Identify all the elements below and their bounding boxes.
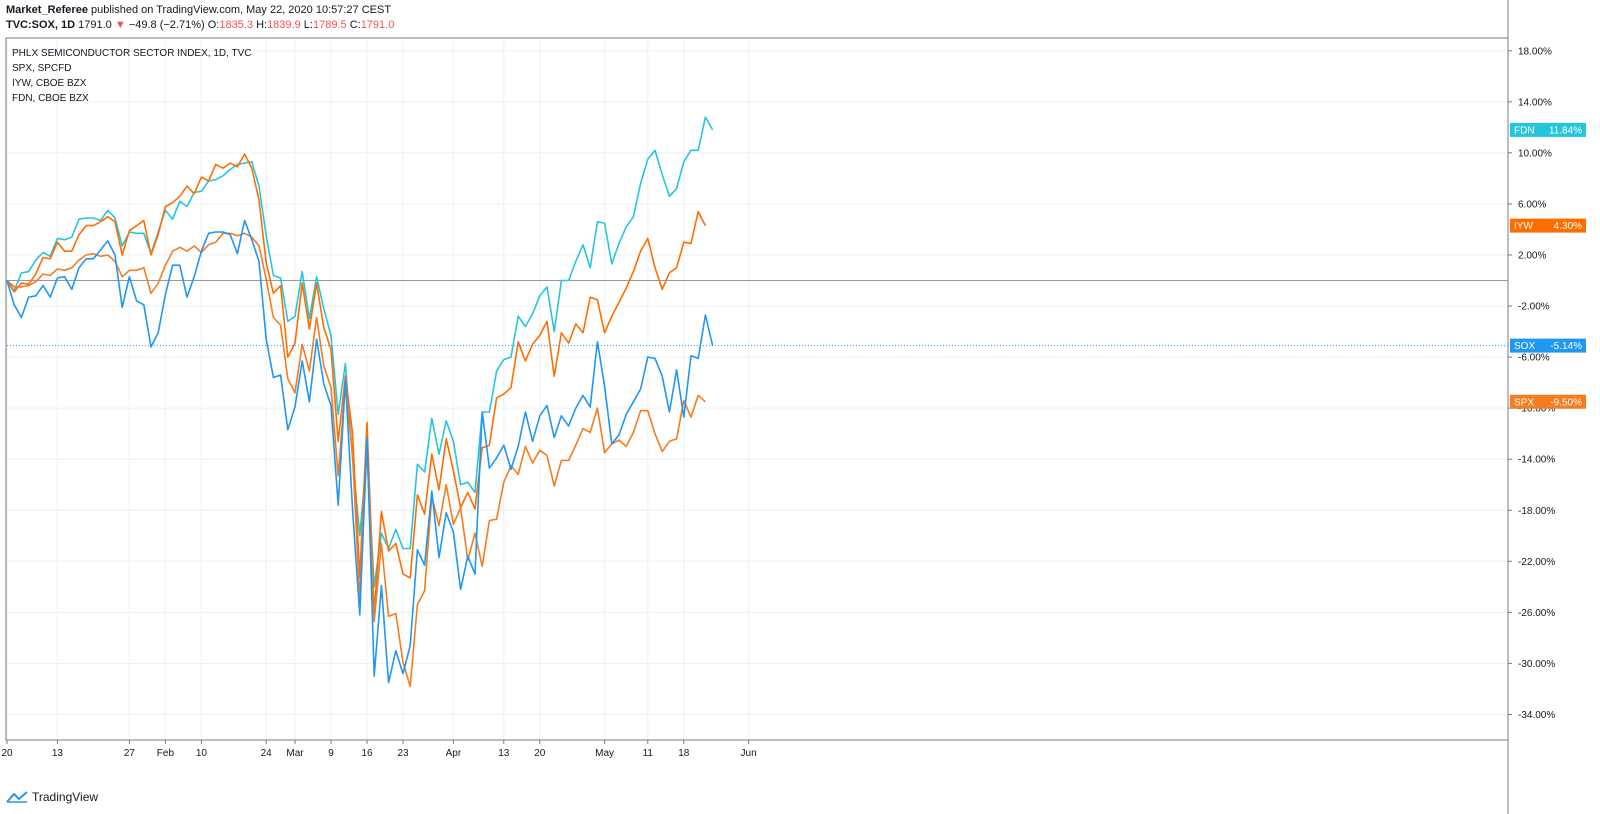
tag-spx: SPX -9.50% <box>1510 394 1586 409</box>
tag-fdn: FDN 11.84% <box>1510 122 1586 137</box>
y-tick-label: -14.00% <box>1518 455 1555 466</box>
low-label: L: <box>303 19 313 31</box>
symbol-label: TVC:SOX, 1D <box>6 19 76 31</box>
series-line-iyw <box>6 153 707 615</box>
tag-symbol: SOX <box>1514 341 1535 352</box>
x-tick-label: Apr <box>446 748 462 759</box>
y-tick-label: -30.00% <box>1518 659 1555 670</box>
close-value: 1791.0 <box>360 19 395 31</box>
x-tick-label: 11 <box>643 748 654 759</box>
y-axis: 18.00% 14.00% 10.00% 6.00% 2.00% -2.00% -6.00%… <box>1508 46 1555 721</box>
y-tick-label: 2.00% <box>1518 250 1546 261</box>
x-tick-label: 18 <box>678 748 690 759</box>
tag-value: -9.50% <box>1550 397 1582 408</box>
tag-symbol: IYW <box>1514 221 1533 232</box>
high-value: 1839.9 <box>267 19 301 31</box>
x-axis: 20 13 27 Feb 10 24 Mar 9 16 23 Apr 13 20 May 11 18 Jun <box>1 740 757 759</box>
legend-item-fdn[interactable]: FDN, CBOE BZX <box>12 93 89 104</box>
tag-value: -5.14% <box>1550 341 1582 352</box>
x-tick-label: 20 <box>534 748 546 759</box>
legend-item-sox[interactable]: PHLX SEMICONDUCTOR SECTOR INDEX, 1D, TVC <box>12 48 252 59</box>
price-change: −49.8 (−2.71%) <box>128 19 205 31</box>
brand-label: TradingView <box>32 790 99 804</box>
y-tick-label: 10.00% <box>1518 148 1552 159</box>
tag-value: 4.30% <box>1554 221 1582 232</box>
tag-sox: SOX -5.14% <box>1510 338 1586 353</box>
x-tick-label: May <box>595 748 614 759</box>
grid <box>6 38 1508 740</box>
tag-background <box>1510 338 1586 353</box>
y-tick-label: -34.00% <box>1518 710 1555 721</box>
change-arrow-icon: ▼ <box>114 19 126 31</box>
close-label: C: <box>349 19 361 31</box>
x-tick-label: 24 <box>261 748 273 759</box>
tag-value: 11.84% <box>1549 125 1582 136</box>
tag-background <box>1510 122 1586 137</box>
series-line-spx <box>6 232 706 688</box>
series-line-sox <box>6 219 714 684</box>
author-name[interactable]: Market_Referee <box>6 4 88 16</box>
series-line-fdn <box>6 116 714 588</box>
legend-item-spx[interactable]: SPX, SPCFD <box>12 63 72 74</box>
legend-item-iyw[interactable]: IYW, CBOE BZX <box>12 78 87 89</box>
tradingview-logo-icon <box>6 791 28 803</box>
high-label: H: <box>256 19 268 31</box>
last-value-tags: FDN 11.84% IYW 4.30% SPX -9.50% SOX -5.14% <box>1510 122 1586 409</box>
publish-line: Market_Referee published on TradingView.… <box>6 4 391 16</box>
tag-background <box>1510 394 1586 409</box>
tag-background <box>1510 218 1586 233</box>
x-tick-label: 13 <box>52 748 64 759</box>
last-price: 1791.0 <box>78 19 112 31</box>
low-value: 1789.5 <box>312 19 347 31</box>
y-tick-label: -18.00% <box>1518 506 1555 517</box>
open-value: 1835.3 <box>219 19 253 31</box>
series-lines <box>6 116 1508 688</box>
open-label: O: <box>207 19 220 31</box>
x-tick-label: 20 <box>1 748 13 759</box>
plot-border <box>5 37 1509 741</box>
publish-info: published on TradingView.com, May 22, 20… <box>91 4 392 16</box>
tag-symbol: SPX <box>1514 397 1534 408</box>
x-tick-label: 16 <box>361 748 373 759</box>
y-tick-label: -10.00% <box>1518 404 1555 415</box>
y-tick-label: -26.00% <box>1518 608 1555 619</box>
x-tick-label: 10 <box>196 748 208 759</box>
x-tick-label: Mar <box>286 748 304 759</box>
chart-frame <box>5 0 1509 814</box>
ohlc-line: TVC:SOX, 1D 1791.0 ▼ −49.8 (−2.71%) O:18… <box>6 19 394 31</box>
x-tick-label: Feb <box>157 748 175 759</box>
x-tick-label: 13 <box>498 748 510 759</box>
x-tick-label: 9 <box>328 748 334 759</box>
y-tick-label: 18.00% <box>1518 46 1552 57</box>
x-tick-label: Jun <box>741 748 757 759</box>
y-tick-label: 6.00% <box>1518 199 1546 210</box>
y-tick-label: -22.00% <box>1518 557 1555 568</box>
x-tick-label: 23 <box>397 748 409 759</box>
tag-symbol: FDN <box>1514 125 1535 136</box>
tag-iyw: IYW 4.30% <box>1510 218 1586 233</box>
y-tick-label: 14.00% <box>1518 97 1552 108</box>
tradingview-brand[interactable]: TradingView <box>6 790 98 804</box>
x-tick-label: 27 <box>124 748 136 759</box>
y-tick-label: -2.00% <box>1518 302 1550 313</box>
y-tick-label: -6.00% <box>1518 353 1550 364</box>
series-legend: PHLX SEMICONDUCTOR SECTOR INDEX, 1D, TVC… <box>12 46 252 106</box>
